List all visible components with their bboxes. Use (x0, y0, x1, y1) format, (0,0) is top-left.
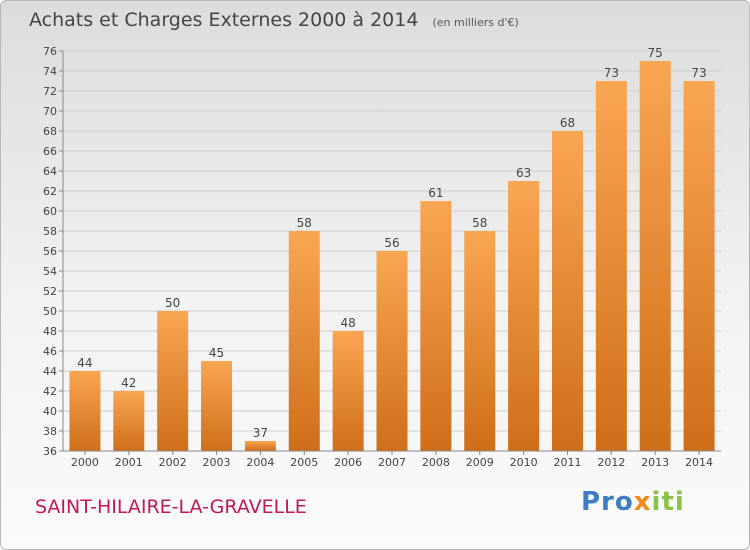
x-tick-label-2011: 2011 (553, 456, 581, 469)
y-tick-label-54: 54 (43, 265, 57, 278)
data-label-2007: 56 (384, 236, 399, 250)
data-label-2008: 61 (428, 186, 443, 200)
data-label-2004: 37 (253, 426, 268, 440)
bar-2001 (113, 391, 145, 451)
x-tick-label-2005: 2005 (290, 456, 318, 469)
data-labels: 44 42 50 45 37 58 48 56 61 58 63 68 73 75 73 (77, 46, 706, 440)
y-tick-label-70: 70 (43, 105, 57, 118)
chart-title-text: Achats et Charges Externes 2000 à 2014 (29, 9, 419, 31)
bar-2012 (595, 81, 627, 451)
y-tick-label-68: 68 (43, 125, 57, 138)
y-tick-label-66: 66 (43, 145, 57, 158)
data-label-2001: 42 (121, 376, 136, 390)
data-label-2006: 48 (340, 316, 355, 330)
bar-2014 (683, 81, 715, 451)
x-tick-label-2008: 2008 (422, 456, 450, 469)
y-tick-label-64: 64 (43, 165, 57, 178)
data-label-2014: 73 (691, 66, 706, 80)
y-tick-label-42: 42 (43, 385, 57, 398)
bar-2013 (639, 61, 671, 451)
bar-2002 (157, 311, 189, 451)
x-tick-label-2006: 2006 (334, 456, 362, 469)
proxiti-logo[interactable]: Proxiti (581, 487, 685, 517)
data-label-2000: 44 (77, 356, 92, 370)
chart-title: Achats et Charges Externes 2000 à 2014 (… (29, 9, 519, 31)
x-tick-label-2012: 2012 (597, 456, 625, 469)
data-label-2005: 58 (297, 216, 312, 230)
bar-2003 (201, 361, 233, 451)
data-label-2012: 73 (604, 66, 619, 80)
bars (69, 61, 715, 451)
y-tick-label-44: 44 (43, 365, 57, 378)
y-tick-label-60: 60 (43, 205, 57, 218)
commune-name: SAINT-HILAIRE-LA-GRAVELLE (35, 496, 307, 518)
x-axis: 2000 2001 2002 2003 2004 2005 2006 2007 2008 2009… (63, 450, 721, 469)
x-tick-label-2001: 2001 (115, 456, 143, 469)
x-tick-label-2000: 2000 (71, 456, 99, 469)
x-tick-label-2010: 2010 (510, 456, 538, 469)
data-label-2003: 45 (209, 346, 224, 360)
y-tick-label-38: 38 (43, 425, 57, 438)
data-label-2002: 50 (165, 296, 180, 310)
x-tick-label-2003: 2003 (203, 456, 231, 469)
x-tick-label-2013: 2013 (641, 456, 669, 469)
y-tick-label-46: 46 (43, 345, 57, 358)
y-tick-label-58: 58 (43, 225, 57, 238)
x-tick-label-2014: 2014 (685, 456, 713, 469)
y-tick-label-74: 74 (43, 65, 57, 78)
data-label-2010: 63 (516, 166, 531, 180)
y-axis: 36 38 40 42 44 46 48 50 52 54 56 58 60 62 64 66 68 70 72 74… (43, 45, 64, 458)
bar-2007 (376, 251, 408, 451)
y-tick-label-50: 50 (43, 305, 57, 318)
bar-2006 (332, 331, 364, 451)
bar-2011 (551, 131, 583, 451)
y-tick-label-36: 36 (43, 445, 57, 458)
y-tick-label-62: 62 (43, 185, 57, 198)
x-tick-label-2007: 2007 (378, 456, 406, 469)
y-tick-label-76: 76 (43, 45, 57, 58)
chart-subtitle: (en milliers d'€) (432, 16, 519, 29)
bar-2000 (69, 371, 101, 451)
data-label-2011: 68 (560, 116, 575, 130)
logo-part-1: Pro (581, 487, 634, 517)
bar-2010 (508, 181, 540, 451)
bar-2008 (420, 201, 452, 451)
y-tick-label-40: 40 (43, 405, 57, 418)
x-tick-label-2009: 2009 (466, 456, 494, 469)
x-tick-label-2004: 2004 (246, 456, 274, 469)
y-tick-label-48: 48 (43, 325, 57, 338)
logo-part-2: x (633, 487, 652, 517)
bar-2009 (464, 231, 496, 451)
logo-part-3: iti (651, 487, 685, 517)
bar-2005 (288, 231, 320, 451)
y-tick-label-52: 52 (43, 285, 57, 298)
y-tick-label-72: 72 (43, 85, 57, 98)
x-tick-label-2002: 2002 (159, 456, 187, 469)
bar-2004 (244, 441, 276, 451)
data-label-2013: 75 (648, 46, 663, 60)
y-tick-label-56: 56 (43, 245, 57, 258)
data-label-2009: 58 (472, 216, 487, 230)
